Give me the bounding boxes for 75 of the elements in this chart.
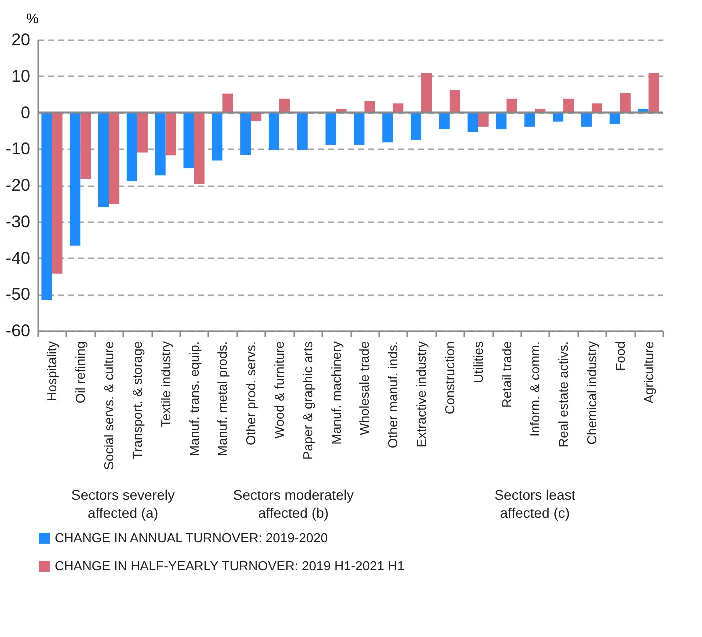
x-tick-label: Extractive industry [414,341,430,448]
x-tick-label: Other manuf. inds. [386,342,401,448]
bar [592,104,602,113]
bar [468,112,478,132]
bar [222,94,234,113]
bar [382,112,394,143]
bar [70,112,81,246]
y-tick-label: -40 [6,248,30,268]
bar [620,93,631,113]
bar [240,112,252,155]
bar [194,112,205,184]
bar [126,112,138,182]
bar [80,112,92,179]
y-axis-title: % [26,10,39,26]
bar [581,112,592,127]
x-tick-label: Chemical industry [584,341,600,445]
bar [393,104,404,113]
bar [648,73,660,113]
x-tick-label: Construction [442,342,458,414]
x-tick-label: Wood & furniture [272,342,287,439]
x-tick-label: Utilities [470,341,486,384]
text: Sectors least affected (c) [494,487,576,521]
bar [137,112,148,153]
x-tick-label: Manuf. machinery [328,341,344,445]
bar [450,90,460,113]
x-tick-label: Transport. & storage [130,342,145,460]
bar [184,112,194,168]
y-tick-label: -60 [6,322,30,340]
x-tick-label: Social servs. & culture [102,342,117,470]
x-tick-label: Wholesale trade [357,342,372,436]
x-tick-label: Inform. & comm. [528,342,543,437]
x-tick-label: Other prod. servs. [244,342,259,446]
y-tick-label: 20 [12,30,30,50]
bar [98,112,110,208]
x-tick-label: Hospitality [44,341,60,402]
bar [411,112,422,140]
bar [109,112,120,204]
bar [422,73,432,113]
bar [439,112,450,130]
legend-label: CHANGE IN ANNUAL TURNOVER: 2019-2020 [55,530,328,546]
bar [155,112,166,176]
x-tick-label: Textile industry [158,341,174,428]
x-tick-label: Agriculture [641,342,656,404]
bar [52,112,63,274]
x-tick-label: Retail trade [499,342,514,408]
x-tick-label: Food [612,342,628,372]
bar [268,112,280,150]
y-tick-label: 0 [21,103,30,122]
bar [610,112,620,124]
bar [506,98,518,113]
x-tick-label: Real estate activs. [556,342,572,448]
bar [166,112,176,156]
y-tick-label: -20 [6,176,30,195]
legend-label: CHANGE IN HALF-YEARLY TURNOVER: 2019 H1-2021 H1 [55,558,405,574]
x-tick-label: Manuf. trans. equip. [186,342,202,456]
text: Sectors moderately affected (b) [233,487,354,521]
text: Sectors severely affected (a) [71,487,175,521]
x-tick-label: Oil refining [73,342,88,404]
bar [326,112,336,146]
x-tick-label: Manuf. metal prods. [215,342,230,456]
bar [496,112,507,130]
bar [279,98,290,113]
bar [297,112,308,150]
y-tick-label: -10 [6,140,30,159]
bar [524,112,536,127]
y-tick-label: -30 [6,212,30,232]
x-tick-label: Paper & graphic arts [300,341,316,460]
bar [564,98,574,113]
bar [42,112,52,300]
bar [354,112,365,146]
y-tick-label: -50 [6,285,30,304]
y-tick-label: 10 [12,66,30,86]
bar [212,112,223,161]
bar [478,112,489,127]
bar [364,101,376,113]
